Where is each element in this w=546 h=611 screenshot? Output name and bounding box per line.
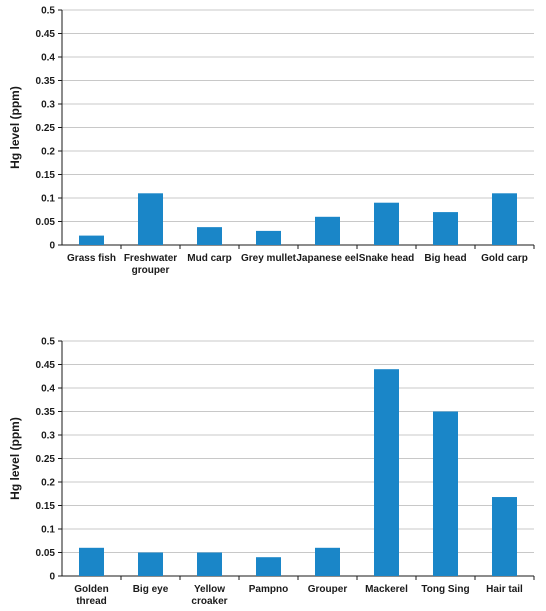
bar <box>374 369 399 576</box>
y-tick-label: 0.05 <box>36 217 56 228</box>
category-label-line: grouper <box>132 265 170 276</box>
category-label: Tong Sing <box>421 584 469 595</box>
y-tick-label: 0.3 <box>41 431 55 442</box>
y-tick-label: 0 <box>49 241 55 252</box>
category-label: Gold carp <box>481 253 528 264</box>
y-tick-label: 0.1 <box>41 194 55 205</box>
category-label-line: Gold carp <box>481 253 528 264</box>
y-axis-label: Hg level (ppm) <box>8 86 22 169</box>
category-label: Yellow croaker <box>191 584 227 607</box>
y-tick-label: 0.25 <box>36 454 56 465</box>
chart-top: 0 0.05 0.1 0.15 0.2 0.25 0.3 0.35 0.4 0.45 0.5 Hg l… <box>8 6 535 276</box>
bar <box>315 547 340 576</box>
category-label: Mackerel <box>365 584 408 595</box>
y-tick-label: 0.35 <box>36 407 56 418</box>
y-tick-label: 0.45 <box>36 360 56 371</box>
y-tick-label: 0.5 <box>41 337 55 348</box>
category-label-line: Snake head <box>359 253 415 264</box>
bar <box>492 497 517 576</box>
category-label-line: Grass fish <box>67 253 116 264</box>
category-label-line: Tong Sing <box>421 584 469 595</box>
y-tick-label: 0.15 <box>36 501 56 512</box>
category-label-line: Japanese eel <box>296 253 358 264</box>
bar <box>138 552 163 576</box>
bar <box>197 227 222 245</box>
category-label: Japanese eel <box>296 253 358 264</box>
y-tick-label: 0 <box>49 572 55 583</box>
y-tick-label: 0.3 <box>41 100 55 111</box>
bar <box>197 552 222 576</box>
category-label-line: Hair tail <box>486 584 523 595</box>
y-tick-label: 0.25 <box>36 123 56 134</box>
bar <box>256 557 281 576</box>
bar <box>374 202 399 245</box>
y-tick-label: 0.15 <box>36 170 56 181</box>
category-label: Hair tail <box>486 584 523 595</box>
y-tick-label: 0.4 <box>41 384 55 395</box>
category-label-line: Freshwater <box>124 253 177 264</box>
y-tick-label: 0.35 <box>36 76 56 87</box>
bar <box>433 212 458 245</box>
category-label-line: Mud carp <box>187 253 231 264</box>
category-label: Golden thread <box>74 584 108 607</box>
category-label: Big head <box>424 253 466 264</box>
category-label-line: Big head <box>424 253 466 264</box>
category-label-line: croaker <box>191 596 227 607</box>
category-label-line: Golden <box>74 584 108 595</box>
bar <box>256 230 281 245</box>
category-label: Freshwater grouper <box>124 253 177 276</box>
category-label-line: Pampno <box>249 584 288 595</box>
category-label-line: Big eye <box>133 584 169 595</box>
y-tick-label: 0.5 <box>41 6 55 17</box>
y-tick-label: 0.2 <box>41 147 55 158</box>
y-tick-label: 0.2 <box>41 478 55 489</box>
bar <box>79 235 104 245</box>
chart-bottom: 0 0.05 0.1 0.15 0.2 0.25 0.3 0.35 0.4 0.45 0.5 Hg l… <box>8 337 535 607</box>
category-label: Grouper <box>308 584 348 595</box>
y-tick-label: 0.1 <box>41 525 55 536</box>
y-tick-label: 0.05 <box>36 548 56 559</box>
category-label-line: Grey mullet <box>241 253 297 264</box>
category-label-line: thread <box>76 596 107 607</box>
y-tick-label: 0.4 <box>41 53 55 64</box>
category-label-line: Yellow <box>194 584 225 595</box>
bar <box>315 216 340 245</box>
bar <box>138 193 163 245</box>
bar <box>433 411 458 576</box>
category-label: Snake head <box>359 253 415 264</box>
bar <box>492 193 517 245</box>
category-label: Grass fish <box>67 253 116 264</box>
category-label: Big eye <box>133 584 169 595</box>
category-label: Pampno <box>249 584 288 595</box>
category-label-line: Grouper <box>308 584 348 595</box>
y-axis-label: Hg level (ppm) <box>8 417 22 500</box>
category-label-line: Mackerel <box>365 584 408 595</box>
category-label: Mud carp <box>187 253 231 264</box>
y-tick-label: 0.45 <box>36 29 56 40</box>
category-label: Grey mullet <box>241 253 297 264</box>
bar <box>79 547 104 576</box>
